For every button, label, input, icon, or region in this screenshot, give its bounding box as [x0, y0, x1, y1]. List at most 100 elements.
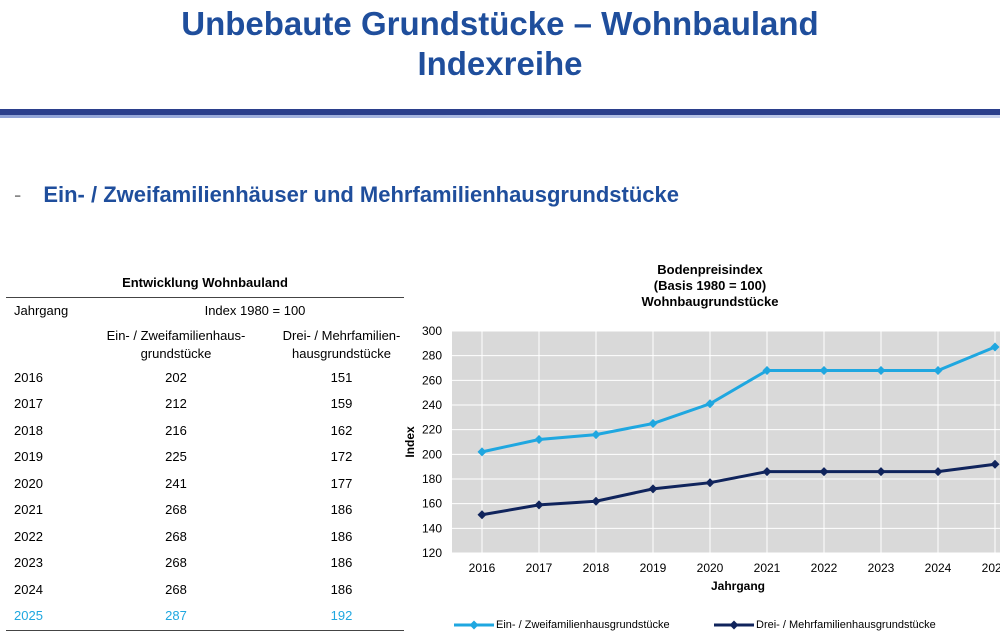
y-tick-label: 160: [422, 497, 442, 511]
x-tick-label: 2021: [754, 561, 781, 575]
legend-label-series-b: Drei- / Mehrfamilienhausgrundstücke: [756, 619, 936, 631]
value-b-cell: 162: [330, 422, 353, 438]
table-top-rule: [6, 297, 404, 298]
y-tick-label: 240: [422, 398, 442, 412]
series-b-point: [477, 510, 487, 520]
x-axis-label: Jahrgang: [711, 579, 765, 593]
plot-area: [452, 331, 1000, 553]
table-header-row: Jahrgang Index 1980 = 100: [6, 298, 404, 325]
series-b-point: [876, 467, 886, 477]
table-row: 2025 287 192: [6, 603, 404, 630]
legend-item-series-a: Ein- / Zweifamilienhausgrundstücke: [452, 616, 670, 634]
series-a-point: [705, 399, 715, 409]
year-cell: 2021: [14, 502, 43, 517]
series-b-point: [705, 478, 715, 488]
year-cell: 2022: [14, 528, 43, 544]
y-tick-label: 120: [422, 546, 442, 560]
series-a-point: [819, 365, 829, 375]
year-cell: 2017: [14, 396, 43, 411]
col-a-header-line-2: grundstücke: [140, 345, 212, 361]
section-heading: - Ein- / Zweifamilienhäuser und Mehrfamil…: [14, 182, 679, 208]
series-a-point: [648, 419, 658, 428]
series-a-point: [762, 365, 772, 375]
index-table: Entwicklung Wohnbauland Jahrgang Index 1…: [6, 272, 404, 631]
table-row: 2023 268 186: [6, 550, 404, 577]
series-a-point: [876, 365, 886, 375]
series-b-point: [762, 467, 772, 477]
table-column-header-row: Ein- / Zweifamilienhaus- grundstücke Dre…: [6, 325, 404, 365]
col-b-header-line-2: hausgrundstücke: [291, 345, 391, 361]
table-row: 2024 268 186: [6, 577, 404, 604]
value-b-cell: 177: [330, 475, 353, 491]
table-bottom-rule: [6, 629, 404, 631]
year-cell: 2023: [14, 555, 43, 570]
page-title-line-2: Indexreihe: [417, 45, 583, 82]
value-b-cell: 186: [330, 528, 353, 544]
table-row: 2022 268 186: [6, 524, 404, 551]
col-b-header-line-1: Drei- / Mehrfamilien-: [282, 327, 401, 343]
table-row: 2021 268 186: [6, 497, 404, 524]
legend-marker-series-b: [714, 620, 754, 630]
value-b-cell: 151: [330, 369, 353, 385]
year-cell: 2025: [14, 608, 43, 623]
x-tick-label: 2025: [982, 561, 1000, 575]
x-tick-label: 2024: [925, 561, 952, 575]
value-a-cell: 268: [165, 528, 187, 544]
table-row: 2016 202 151: [6, 365, 404, 392]
value-b-cell: 172: [330, 449, 353, 464]
series-b-point: [819, 467, 829, 477]
value-b-cell: 186: [330, 502, 353, 517]
series-a-line: [481, 345, 996, 454]
year-cell: 2024: [14, 581, 43, 597]
value-a-cell: 225: [165, 449, 187, 464]
series-a-point: [591, 430, 601, 440]
chart-title-line: Wohnbaugrundstücke: [642, 294, 779, 309]
legend-marker-series-a: [454, 620, 494, 630]
index-line-chart: Bodenpreisindex(Basis 1980 = 100)Wohnbau…: [403, 262, 1000, 593]
y-tick-label: 300: [422, 324, 442, 338]
page-title-line-1: Unbebaute Grundstücke – Wohnbauland: [181, 5, 819, 42]
table-body: 2016 202 151 2017 212 159 2018 216 162 2019 225 172…: [6, 365, 404, 630]
y-tick-label: 280: [422, 349, 442, 363]
table-row: 2017 212 159: [6, 391, 404, 418]
value-b-cell: 186: [330, 555, 353, 570]
series-b-point: [591, 496, 601, 506]
value-b-cell: 192: [330, 608, 353, 623]
series-b-point: [648, 484, 658, 494]
x-tick-label: 2017: [526, 561, 553, 575]
y-tick-label: 260: [422, 373, 442, 387]
chart-title-line: Bodenpreisindex: [657, 262, 763, 277]
x-tick-label: 2023: [868, 561, 895, 575]
year-cell: 2020: [14, 475, 43, 491]
table-row: 2018 216 162: [6, 418, 404, 445]
section-title: Ein- / Zweifamilienhäuser und Mehrfamili…: [43, 182, 679, 207]
value-a-cell: 268: [165, 555, 187, 570]
page-title: Unbebaute Grundstücke – Wohnbauland Inde…: [0, 4, 1000, 84]
value-a-cell: 212: [165, 396, 187, 411]
header-rule-fade: [0, 115, 1000, 118]
year-cell: 2019: [14, 449, 43, 464]
col-b-header: Drei- / Mehrfamilien- hausgrundstücke: [274, 327, 409, 363]
x-tick-label: 2022: [811, 561, 838, 575]
year-header: Jahrgang: [14, 303, 69, 318]
series-a-point: [990, 342, 1000, 352]
year-cell: 2016: [14, 369, 43, 385]
legend-label-series-a: Ein- / Zweifamilienhausgrundstücke: [496, 619, 670, 631]
value-a-cell: 202: [165, 369, 187, 385]
series-a-point: [477, 447, 487, 457]
col-a-header: Ein- / Zweifamilienhaus- grundstücke: [101, 327, 251, 363]
y-tick-label: 140: [422, 521, 442, 535]
y-tick-label: 180: [422, 472, 442, 486]
table-row: 2019 225 172: [6, 444, 404, 471]
index-header: Index 1980 = 100: [204, 303, 306, 318]
y-axis-label: Index: [403, 426, 417, 458]
x-tick-label: 2020: [697, 561, 724, 575]
chart-title-line: (Basis 1980 = 100): [654, 278, 766, 293]
table-row: 2020 241 177: [6, 471, 404, 498]
section-bullet: -: [14, 182, 22, 207]
value-a-cell: 216: [165, 422, 187, 438]
series-a-point: [933, 365, 943, 375]
y-tick-label: 220: [422, 423, 442, 437]
x-tick-label: 2019: [640, 561, 667, 575]
y-tick-label: 200: [422, 447, 442, 461]
